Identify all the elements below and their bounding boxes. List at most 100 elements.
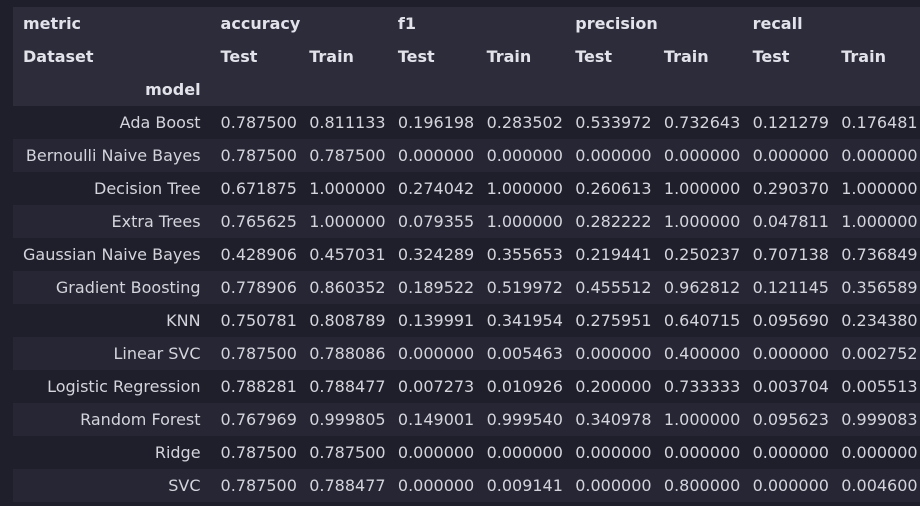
row-model-name: Decision Tree (94, 179, 201, 198)
metric-value-cell: 0.189522 (397, 278, 475, 297)
metric-value-cell: 0.671875 (220, 179, 297, 198)
header-dataset: Train (663, 47, 709, 66)
metric-value-cell: 0.121279 (752, 113, 829, 132)
metric-value-cell: 0.324289 (397, 245, 475, 264)
header-dataset: Test (752, 47, 790, 66)
metric-value-cell: 0.400000 (663, 344, 741, 363)
table-row: Extra Trees 0.765625 1.000000 0.079355 1.000… (13, 205, 920, 238)
table-row: Random Forest 0.767969 0.999805 0.149001 0.9… (13, 403, 920, 436)
metric-value-cell: 0.290370 (752, 179, 829, 198)
metric-value-cell: 1.000000 (841, 212, 918, 231)
header-empty-cell (299, 73, 388, 106)
table-row: SVC 0.787500 0.788477 0.000000 0.009141 0.000… (13, 469, 920, 502)
row-model-name: Linear SVC (113, 344, 201, 363)
row-model-name: Ada Boost (119, 113, 201, 132)
metric-value-cell: 0.003704 (752, 377, 829, 396)
metric-value-cell: 0.356589 (841, 278, 918, 297)
metric-value-cell: 0.000000 (397, 443, 475, 462)
metric-value-cell: 0.860352 (309, 278, 386, 297)
metric-value-cell: 0.000000 (397, 344, 475, 363)
header-empty-cell (388, 73, 477, 106)
metric-value-cell: 0.787500 (220, 344, 297, 363)
metric-value-cell: 1.000000 (663, 212, 741, 231)
row-model-name: Extra Trees (111, 212, 201, 231)
header-metric-precision: precision (575, 14, 658, 33)
metric-value-cell: 0.787500 (309, 443, 386, 462)
metric-value-cell: 0.000000 (575, 443, 652, 462)
row-model-name: Gaussian Naive Bayes (23, 245, 201, 264)
row-model-name: Ridge (154, 443, 201, 462)
metric-value-cell: 0.999083 (841, 410, 918, 429)
metric-value-cell: 0.000000 (486, 146, 563, 165)
metric-value-cell: 0.000000 (486, 443, 563, 462)
row-model-name: KNN (166, 311, 201, 330)
metric-value-cell: 0.000000 (397, 476, 475, 495)
results-table: metric accuracy f1 precision recall Data… (13, 7, 920, 502)
metric-value-cell: 0.640715 (663, 311, 741, 330)
metric-value-cell: 0.000000 (841, 443, 918, 462)
metric-value-cell: 0.800000 (663, 476, 741, 495)
table-row: KNN 0.750781 0.808789 0.139991 0.341954 0.275… (13, 304, 920, 337)
header-empty-cell (743, 73, 832, 106)
metric-value-cell: 0.000000 (575, 146, 652, 165)
metric-value-cell: 0.457031 (309, 245, 386, 264)
header-metric-recall: recall (752, 14, 803, 33)
metric-value-cell: 0.340978 (575, 410, 652, 429)
header-empty-cell (565, 73, 654, 106)
metric-value-cell: 0.962812 (663, 278, 741, 297)
header-metric-f1: f1 (397, 14, 416, 33)
metric-value-cell: 1.000000 (841, 179, 918, 198)
header-dataset: Test (397, 47, 435, 66)
table-row: Bernoulli Naive Bayes 0.787500 0.787500 0.0… (13, 139, 920, 172)
header-dataset-label: Dataset (23, 47, 94, 66)
header-row-metric: metric accuracy f1 precision recall (13, 7, 920, 40)
row-model-name: Gradient Boosting (55, 278, 201, 297)
row-model-name: Random Forest (80, 410, 201, 429)
metric-value-cell: 0.767969 (220, 410, 297, 429)
metric-value-cell: 0.095690 (752, 311, 829, 330)
row-model-name: SVC (168, 476, 201, 495)
metric-value-cell: 0.519972 (486, 278, 563, 297)
metric-value-cell: 0.788281 (220, 377, 297, 396)
table-row: Gaussian Naive Bayes 0.428906 0.457031 0.32… (13, 238, 920, 271)
metric-value-cell: 0.788477 (309, 476, 386, 495)
metric-value-cell: 0.004600 (841, 476, 918, 495)
metric-value-cell: 0.455512 (575, 278, 652, 297)
header-dataset: Test (220, 47, 258, 66)
metric-value-cell: 1.000000 (663, 179, 741, 198)
metric-value-cell: 0.000000 (752, 344, 829, 363)
metric-value-cell: 0.121145 (752, 278, 829, 297)
metric-value-cell: 0.778906 (220, 278, 297, 297)
header-metric-label: metric (23, 14, 82, 33)
metric-value-cell: 0.283502 (486, 113, 563, 132)
metric-value-cell: 0.999805 (309, 410, 386, 429)
metric-value-cell: 0.234380 (841, 311, 918, 330)
metric-value-cell: 0.275951 (575, 311, 652, 330)
metric-value-cell: 0.000000 (397, 146, 475, 165)
metric-value-cell: 0.000000 (575, 344, 652, 363)
metric-value-cell: 1.000000 (309, 179, 386, 198)
metric-value-cell: 0.260613 (575, 179, 652, 198)
metric-value-cell: 0.707138 (752, 245, 829, 264)
metric-value-cell: 0.428906 (220, 245, 297, 264)
metric-value-cell: 0.095623 (752, 410, 829, 429)
metric-value-cell: 0.250237 (663, 245, 741, 264)
header-dataset: Test (575, 47, 613, 66)
metric-value-cell: 0.200000 (575, 377, 652, 396)
metric-value-cell: 0.000000 (575, 476, 652, 495)
header-metric-accuracy: accuracy (220, 14, 301, 33)
metric-value-cell: 0.000000 (752, 476, 829, 495)
header-empty-cell (211, 73, 300, 106)
metric-value-cell: 1.000000 (663, 410, 741, 429)
metric-value-cell: 0.000000 (841, 146, 918, 165)
metric-value-cell: 0.000000 (752, 146, 829, 165)
metric-value-cell: 0.000000 (663, 146, 741, 165)
metric-value-cell: 0.355653 (486, 245, 563, 264)
metric-value-cell: 0.005513 (841, 377, 918, 396)
metric-value-cell: 0.010926 (486, 377, 563, 396)
metric-value-cell: 0.009141 (486, 476, 563, 495)
metric-value-cell: 0.733333 (663, 377, 741, 396)
table-body: Ada Boost 0.787500 0.811133 0.196198 0.28350… (13, 106, 920, 502)
metric-value-cell: 1.000000 (486, 179, 563, 198)
metric-value-cell: 0.007273 (397, 377, 475, 396)
